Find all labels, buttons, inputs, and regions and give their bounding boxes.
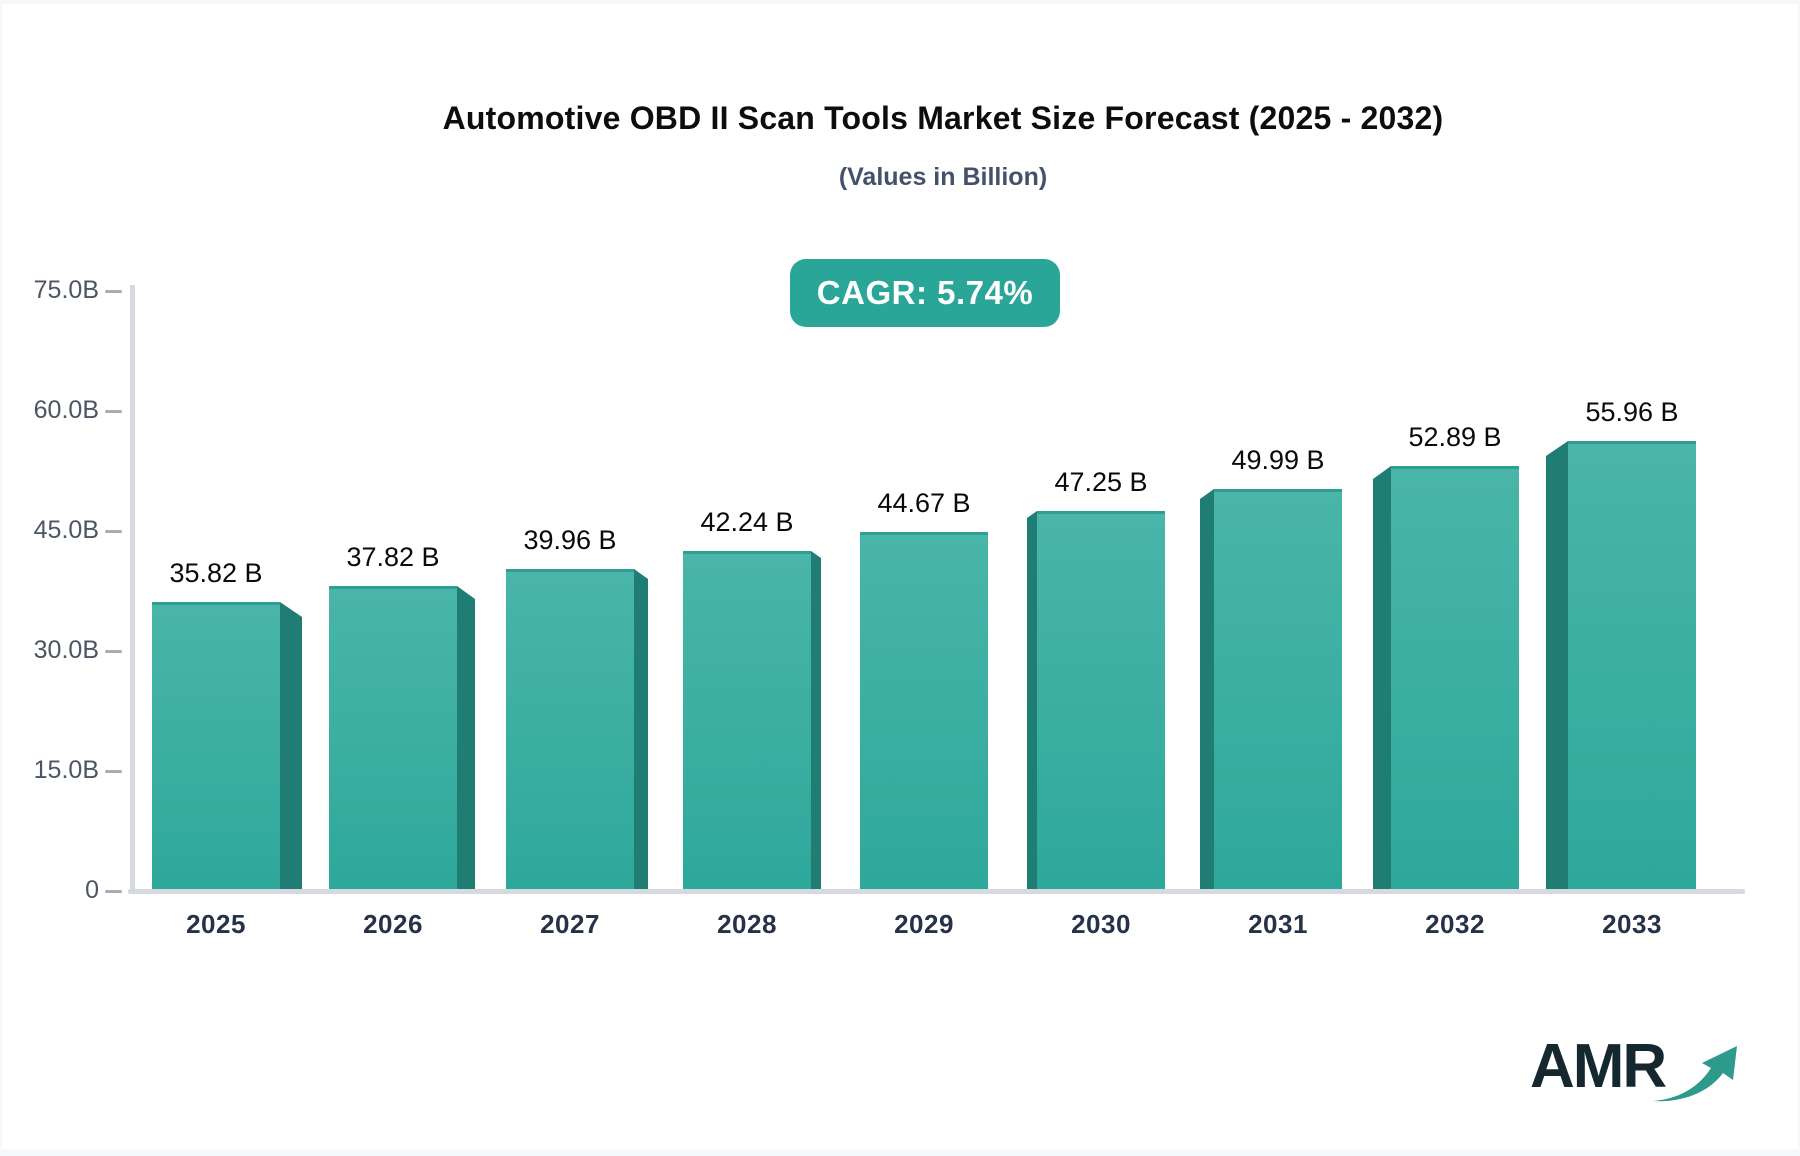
y-tick-label: 30.0B [33,636,99,664]
bar-top-edge [683,551,811,554]
bar-top-edge [152,602,280,605]
bar-chart-plot: 75.0B 60.0B 45.0B 30.0B 15.0B 0 35.82 B 2025 37.… [2,4,1798,1149]
bar-face [1391,466,1519,889]
bar-3d-side [1200,489,1214,889]
bar-3d-side [457,586,475,889]
y-tick-label: 60.0B [33,396,99,424]
bar-value-label: 35.82 B [169,558,263,588]
bar-face [329,586,457,889]
cagr-badge-label: CAGR: 5.74% [816,274,1034,311]
bar-top-edge [506,569,634,572]
y-tick-label: 15.0B [33,756,99,784]
trending-up-arrow-icon [1651,1042,1743,1111]
brand-logo: AMR [1530,1036,1743,1111]
bar-value-label: 52.89 B [1408,422,1502,452]
chart-subtitle: (Values in Billion) [838,163,1048,191]
chart-header: Automotive OBD II Scan Tools Market Size… [2,100,1798,192]
x-axis-baseline [128,889,1745,894]
bar-3d-side [1546,441,1568,889]
bar-2032 [1373,466,1519,889]
bar-face [152,602,280,889]
bar-2027 [506,569,648,889]
bar-top-edge [1037,511,1165,514]
bar-top-edge [1568,441,1696,444]
y-tick-mark [105,649,122,653]
bar-3d-side [280,602,302,889]
bar-3d-side [811,551,821,889]
brand-logo-text: AMR [1530,1032,1667,1101]
bar-2033 [1546,441,1696,889]
y-tick-label: 0 [85,876,99,904]
y-tick-mark [105,409,122,413]
bar-3d-side [634,569,648,889]
x-tick-label: 2028 [717,909,777,939]
bar-face [1568,441,1696,889]
bar-3d-side [1373,466,1391,889]
bar-value-label: 55.96 B [1585,397,1679,427]
chart-card: Automotive OBD II Scan Tools Market Size… [2,4,1798,1149]
x-tick-label: 2027 [540,909,600,939]
x-tick-label: 2031 [1248,909,1308,939]
bar-3d-side [1027,511,1037,889]
x-tick-label: 2033 [1602,909,1662,939]
y-tick-mark [105,889,122,893]
bar-2030 [1027,511,1165,889]
bar-face [506,569,634,889]
bar-face [1214,489,1342,889]
bar-face [683,551,811,889]
bar-value-label: 39.96 B [523,525,617,555]
x-tick-label: 2025 [186,909,246,939]
bar-value-label: 37.82 B [346,542,440,572]
cagr-badge: CAGR: 5.74% [790,259,1060,327]
bar-top-edge [1214,489,1342,492]
y-tick-label: 45.0B [33,516,99,544]
y-axis-line [130,285,135,891]
x-tick-label: 2032 [1425,909,1485,939]
bar-2025 [152,602,302,889]
bar-value-label: 49.99 B [1231,445,1325,475]
y-tick-mark [105,769,122,773]
bar-top-edge [860,532,988,535]
bar-2028 [683,551,821,889]
y-tick-mark [105,289,122,293]
bar-face [1037,511,1165,889]
bar-value-label: 47.25 B [1054,467,1148,497]
bar-2026 [329,586,475,889]
bar-value-label: 42.24 B [700,507,794,537]
y-tick-label: 75.0B [33,276,99,304]
bar-2031 [1200,489,1342,889]
bar-face [860,532,988,889]
x-tick-label: 2030 [1071,909,1131,939]
chart-title: Automotive OBD II Scan Tools Market Size… [442,100,1444,136]
x-tick-label: 2026 [363,909,423,939]
x-tick-label: 2029 [894,909,954,939]
y-tick-mark [105,529,122,533]
bar-value-label: 44.67 B [877,488,971,518]
bar-top-edge [1391,466,1519,469]
bar-top-edge [329,586,457,589]
bar-2029 [860,532,988,889]
